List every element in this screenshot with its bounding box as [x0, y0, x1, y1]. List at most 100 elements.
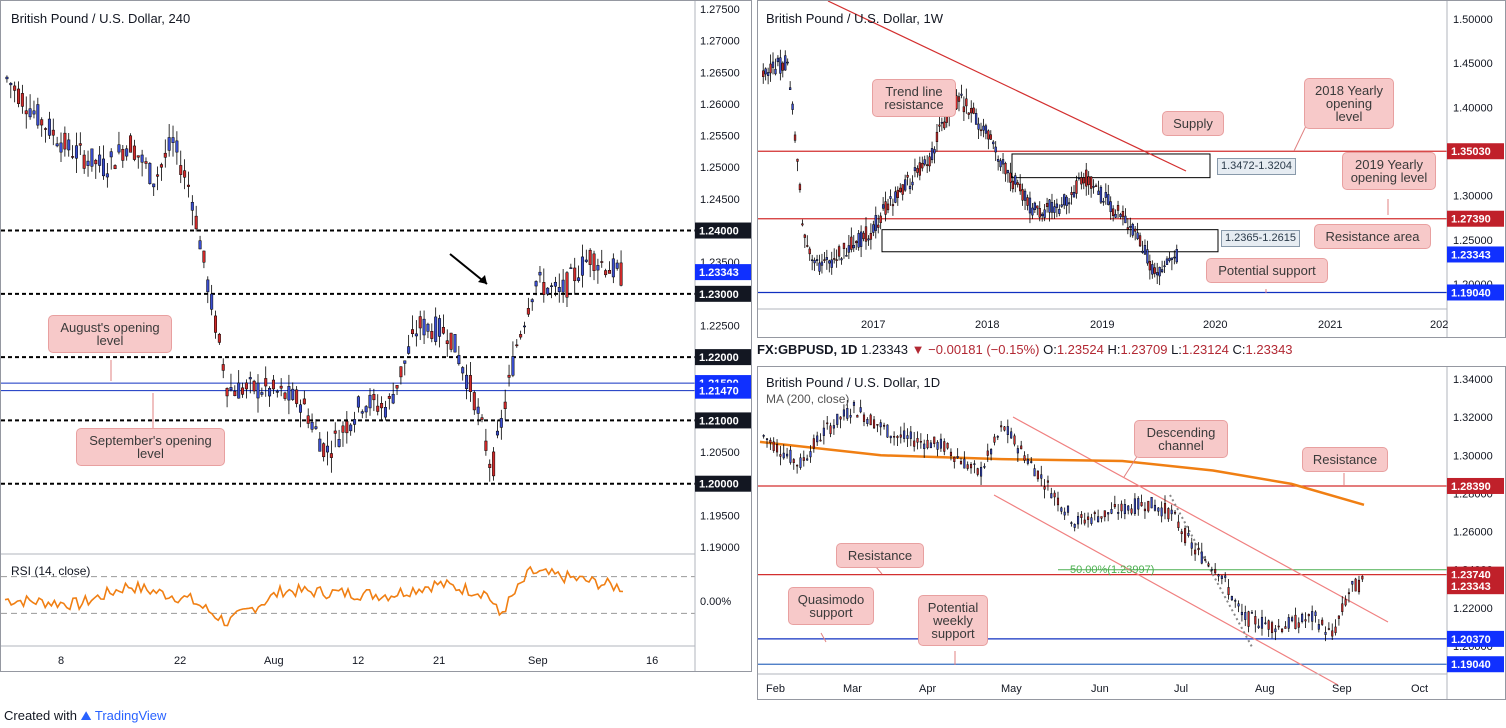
candle-body [1224, 575, 1227, 578]
candle-body [850, 236, 853, 250]
candle-body [1082, 177, 1085, 184]
candle-body [928, 156, 931, 167]
candle-body [596, 265, 600, 271]
candle-body [468, 375, 472, 392]
channel-upper [1012, 416, 1389, 623]
candle-body [957, 96, 961, 102]
candle-body [1143, 508, 1146, 512]
candle-body [872, 419, 876, 429]
candle-body [771, 61, 775, 68]
candle-body [1006, 426, 1009, 435]
candle-body [1165, 258, 1169, 265]
candle-body [1073, 524, 1076, 528]
candle-body [959, 461, 963, 465]
candle-body [809, 451, 812, 458]
chart-weekly-panel[interactable]: 1.500001.450001.400001.350001.300001.250… [757, 0, 1506, 338]
quote-open-label: O: [1043, 342, 1057, 357]
candle-body [1020, 445, 1023, 450]
candle-body [1004, 162, 1007, 175]
candle-body [801, 223, 804, 226]
candle-body [1197, 548, 1200, 551]
chart-4h-panel[interactable]: 1.27500 1.27000 1.26500 1.26000 1.25500 1.250… [0, 0, 752, 672]
candle-body [1043, 486, 1046, 490]
candle-body [410, 329, 414, 334]
candle-body [935, 131, 939, 142]
candle-body [956, 456, 959, 459]
candle-body [1023, 190, 1027, 201]
candle-body [911, 181, 914, 186]
candle-body [1067, 202, 1071, 205]
price-label: 1.23343 [1451, 249, 1491, 261]
candle-body [202, 250, 206, 263]
candle-body [953, 456, 956, 462]
time-label: 202 [1430, 319, 1448, 331]
candle-body [553, 281, 557, 287]
candle-body [894, 191, 897, 203]
candle-body [523, 325, 527, 328]
candle-body [156, 174, 160, 177]
candle-body [434, 316, 438, 342]
price-label: 1.23000 [699, 289, 739, 301]
candle-body [47, 118, 51, 136]
candle-body [1354, 578, 1357, 592]
candle-body [972, 107, 975, 114]
candle-body [930, 148, 934, 161]
time-label: 21 [433, 655, 445, 667]
candle-body [565, 272, 569, 298]
chart-weekly-canvas[interactable]: 1.500001.450001.400001.350001.300001.250… [758, 1, 1506, 338]
chart-4h-title: British Pound / U.S. Dollar, 240 [11, 11, 191, 26]
candle-body [845, 255, 848, 257]
candle-body [1097, 190, 1100, 195]
candle-body [889, 435, 892, 439]
weekly-support-callout: Potential weekly support [918, 595, 988, 646]
candle-body [826, 422, 829, 425]
price-label: 1.23343 [699, 267, 739, 279]
september-opening-callout: September's opening level [76, 428, 225, 466]
candle-body [769, 63, 772, 74]
candle-body [1019, 183, 1022, 192]
candle-body [183, 170, 187, 178]
price-label-bg [1447, 630, 1504, 647]
candle-body [519, 334, 523, 338]
candle-body [842, 409, 845, 417]
callout-pointer [875, 566, 883, 575]
candle-body [569, 267, 573, 269]
candle-body [337, 439, 341, 447]
candle-body [1247, 611, 1250, 627]
candle-body [1304, 619, 1307, 622]
time-label: Feb [766, 683, 785, 695]
chart-daily-canvas[interactable]: 1.340001.320001.300001.280001.260001.240… [758, 367, 1506, 700]
candle-body [963, 458, 966, 469]
candle-body [960, 93, 963, 96]
candle-body [241, 387, 245, 395]
chart-daily-panel[interactable]: 1.340001.320001.300001.280001.260001.240… [757, 366, 1506, 700]
trend-line [827, 1, 1187, 172]
candle-body [453, 334, 457, 353]
candle-body [1089, 176, 1093, 189]
chart-4h-canvas[interactable]: 1.27500 1.27000 1.26500 1.26000 1.25500 1.250… [1, 1, 752, 672]
candle-body [839, 416, 842, 420]
candle-body [511, 356, 515, 376]
candle-body [333, 430, 337, 434]
candle-body [484, 440, 488, 451]
time-label: Aug [1255, 683, 1275, 695]
candle-body [1003, 426, 1006, 431]
candle-body [457, 354, 461, 365]
candle-body [1107, 194, 1110, 205]
candle-body [619, 262, 623, 286]
candle-body [835, 259, 838, 261]
candle-body [86, 160, 90, 166]
candle-body [855, 241, 858, 244]
candle-body [426, 323, 430, 332]
candle-body [923, 159, 926, 165]
axis-label: 1.26000 [1453, 527, 1493, 539]
candle-body [762, 435, 765, 437]
axis-label: 1.19500 [700, 510, 740, 522]
candle-body [832, 425, 835, 429]
axis-label: 1.27000 [700, 36, 740, 48]
candle-body [538, 271, 542, 276]
candle-body [588, 249, 592, 265]
price-label-bg [695, 475, 751, 492]
candle-body [74, 145, 78, 159]
candle-body [926, 439, 929, 449]
